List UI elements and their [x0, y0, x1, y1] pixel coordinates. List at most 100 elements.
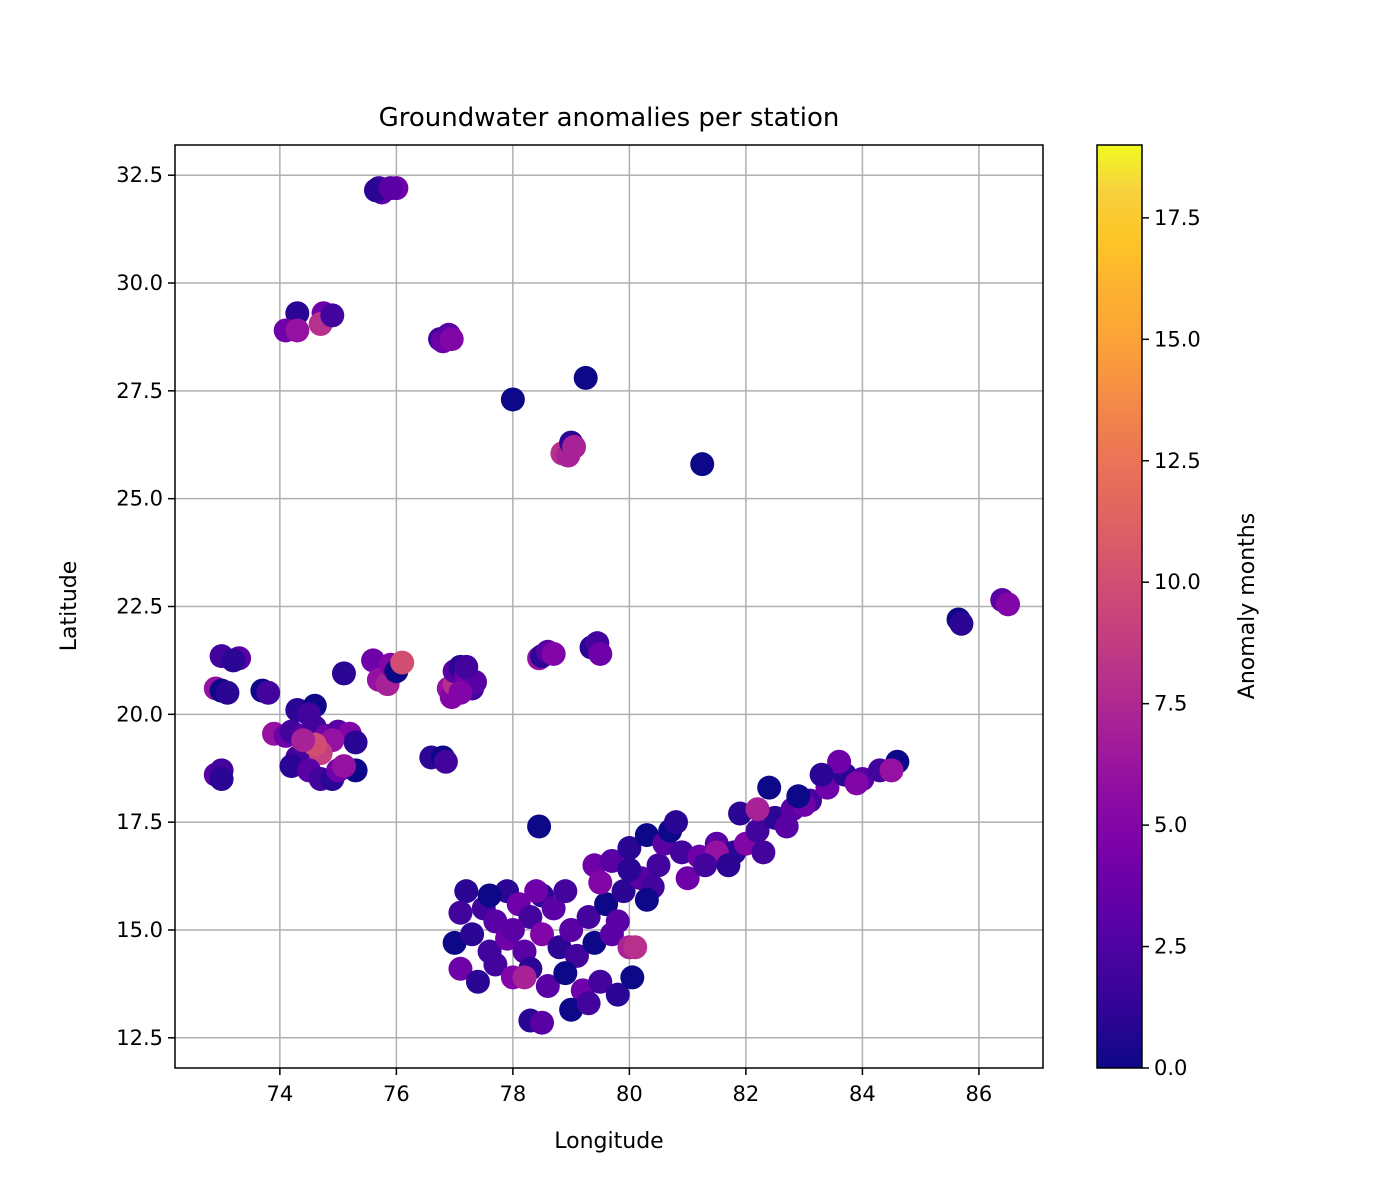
data-point — [541, 641, 566, 666]
data-point — [512, 965, 537, 990]
data-point — [996, 592, 1021, 617]
data-point — [530, 922, 555, 947]
data-point — [879, 758, 904, 783]
data-point — [448, 680, 473, 705]
data-point — [439, 327, 464, 352]
data-point — [285, 301, 310, 326]
x-tick-label: 82 — [733, 1082, 760, 1106]
data-point — [215, 680, 240, 705]
data-point — [634, 887, 659, 912]
data-point — [774, 814, 799, 839]
data-point — [675, 866, 700, 891]
data-point — [343, 730, 368, 755]
data-point — [291, 728, 316, 753]
data-point — [827, 749, 852, 774]
data-point — [483, 952, 508, 977]
y-tick-label: 15.0 — [116, 918, 163, 942]
x-tick-label: 80 — [616, 1082, 643, 1106]
data-point — [390, 650, 415, 675]
data-point — [454, 879, 479, 904]
data-point — [331, 754, 356, 779]
colorbar-tick-label: 0.0 — [1154, 1056, 1187, 1080]
data-point — [576, 991, 601, 1016]
data-point — [663, 810, 688, 835]
data-point — [433, 749, 458, 774]
data-point — [460, 922, 485, 947]
data-point — [477, 883, 502, 908]
data-point — [524, 879, 549, 904]
y-tick-label: 27.5 — [116, 379, 163, 403]
x-tick-label: 84 — [849, 1082, 876, 1106]
x-tick-label: 86 — [966, 1082, 993, 1106]
data-points — [203, 176, 1021, 1035]
data-point — [751, 840, 776, 865]
data-point — [378, 176, 403, 201]
data-point — [559, 917, 584, 942]
colorbar — [1096, 144, 1143, 1069]
data-point — [535, 974, 560, 999]
data-point — [564, 943, 589, 968]
data-point — [553, 961, 578, 986]
x-axis-ticks: 74 76 78 80 82 84 86 — [266, 1068, 992, 1106]
colorbar-label: Anomaly months — [1235, 513, 1260, 699]
y-tick-label: 30.0 — [116, 271, 163, 295]
data-point — [588, 969, 613, 994]
colorbar-tick-label: 2.5 — [1154, 935, 1187, 959]
data-point — [745, 797, 770, 822]
y-tick-label: 17.5 — [116, 810, 163, 834]
data-point — [541, 896, 566, 921]
y-axis-label: Latitude — [57, 561, 82, 652]
colorbar-tick-label: 12.5 — [1154, 449, 1201, 473]
colorbar-tick-label: 10.0 — [1154, 570, 1201, 594]
data-point — [716, 853, 741, 878]
data-point — [786, 784, 811, 809]
x-tick-label: 76 — [383, 1082, 410, 1106]
y-tick-label: 22.5 — [116, 595, 163, 619]
y-tick-label: 32.5 — [116, 163, 163, 187]
data-point — [745, 818, 770, 843]
data-point — [209, 767, 234, 792]
data-point — [500, 387, 525, 412]
x-tick-label: 78 — [500, 1082, 527, 1106]
data-point — [553, 879, 578, 904]
data-point — [646, 853, 671, 878]
data-point — [690, 452, 715, 477]
data-point — [562, 434, 587, 459]
colorbar-tick-label: 15.0 — [1154, 327, 1201, 351]
colorbar-ticks: 0.0 2.5 5.0 7.5 10.0 12.5 15.0 17.5 — [1142, 206, 1201, 1080]
data-point — [617, 857, 642, 882]
colorbar-tick-label: 17.5 — [1154, 206, 1201, 230]
data-point — [605, 982, 630, 1007]
data-point — [285, 318, 310, 343]
data-point — [573, 365, 598, 390]
data-point — [448, 900, 473, 925]
data-point — [693, 853, 718, 878]
data-point — [623, 935, 648, 960]
data-point — [611, 879, 636, 904]
data-point — [448, 956, 473, 981]
data-point — [617, 836, 642, 861]
y-tick-label: 12.5 — [116, 1026, 163, 1050]
data-point — [256, 680, 281, 705]
data-point — [530, 1010, 555, 1035]
data-point — [757, 775, 782, 800]
data-point — [500, 917, 525, 942]
data-point — [320, 303, 345, 328]
data-point — [844, 771, 869, 796]
data-point — [576, 905, 601, 930]
data-point — [594, 892, 619, 917]
x-axis-label: Longitude — [554, 1129, 663, 1154]
data-point — [620, 965, 645, 990]
y-tick-label: 20.0 — [116, 702, 163, 726]
data-point — [588, 870, 613, 895]
colorbar-tick-label: 7.5 — [1154, 692, 1187, 716]
colorbar-tick-label: 5.0 — [1154, 813, 1187, 837]
data-point — [518, 905, 543, 930]
data-point — [454, 654, 479, 679]
data-point — [605, 909, 630, 934]
data-point — [465, 969, 490, 994]
data-point — [331, 661, 356, 686]
chart-title: Groundwater anomalies per station — [379, 103, 840, 133]
y-axis-ticks: 12.5 15.0 17.5 20.0 22.5 25.0 27.5 30.0 32.5 — [116, 163, 175, 1050]
